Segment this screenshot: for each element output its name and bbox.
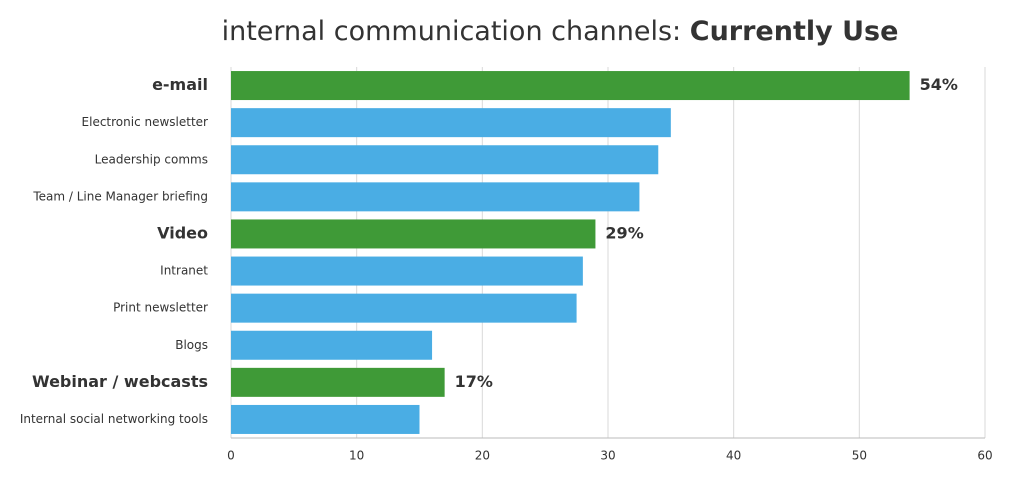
x-tick-label: 40 bbox=[726, 449, 741, 463]
y-tick-label: Internal social networking tools bbox=[20, 412, 208, 426]
x-tick-label: 30 bbox=[600, 449, 615, 463]
bar bbox=[231, 145, 659, 175]
x-tick-label: 60 bbox=[977, 449, 992, 463]
y-tick-label: Blogs bbox=[175, 338, 208, 352]
bar bbox=[231, 293, 577, 323]
x-tick-label: 50 bbox=[852, 449, 867, 463]
y-tick-label: Video bbox=[157, 223, 208, 242]
y-tick-label: Team / Line Manager briefing bbox=[32, 189, 208, 203]
y-tick-label: Print newsletter bbox=[113, 301, 208, 315]
y-tick-label: Electronic newsletter bbox=[82, 115, 209, 129]
y-tick-label: e-mail bbox=[152, 75, 208, 94]
y-tick-label: Webinar / webcasts bbox=[32, 372, 208, 391]
x-tick-label: 0 bbox=[227, 449, 235, 463]
bar bbox=[231, 367, 445, 397]
value-label: 17% bbox=[455, 372, 493, 391]
value-label: 54% bbox=[920, 75, 958, 94]
x-tick-label: 20 bbox=[475, 449, 490, 463]
y-tick-label: Leadership comms bbox=[95, 152, 208, 166]
chart-title: internal communication channels: Current… bbox=[222, 16, 899, 47]
bar bbox=[231, 71, 910, 101]
value-label: 29% bbox=[605, 223, 643, 242]
bar bbox=[231, 330, 433, 360]
bar bbox=[231, 256, 583, 286]
bar bbox=[231, 108, 671, 138]
bar bbox=[231, 404, 420, 434]
bar bbox=[231, 219, 596, 249]
y-tick-label: Intranet bbox=[160, 264, 208, 278]
bar bbox=[231, 182, 640, 212]
title-emphasis: Currently Use bbox=[690, 16, 899, 47]
title-text: internal communication channels: bbox=[222, 16, 682, 47]
x-tick-label: 10 bbox=[349, 449, 364, 463]
